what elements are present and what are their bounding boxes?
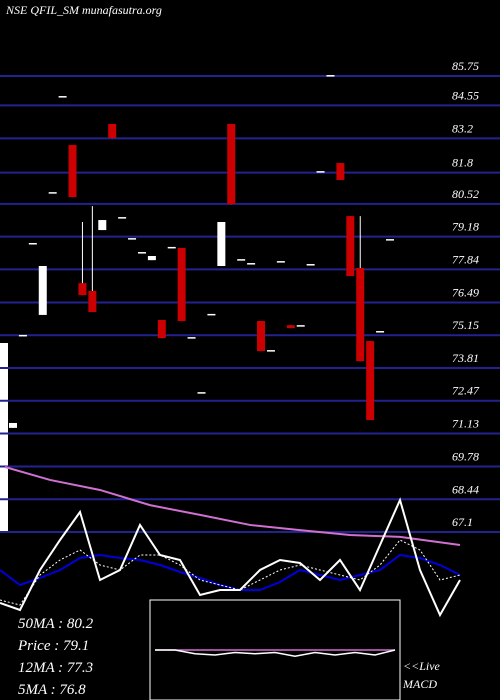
- candle-body: [28, 243, 37, 245]
- candle-body: [147, 255, 156, 261]
- candle-body: [356, 267, 365, 362]
- candle-body: [118, 217, 127, 219]
- candle-body: [18, 334, 27, 337]
- candle-body: [167, 246, 176, 249]
- candle-body: [237, 259, 246, 261]
- macd-label: MACD: [402, 677, 437, 691]
- candle-body: [38, 266, 47, 315]
- candle-body: [247, 263, 256, 265]
- macd-label: <<Live: [403, 659, 441, 673]
- indicator-line: [0, 539, 461, 606]
- candle-body: [257, 321, 266, 352]
- y-tick-label: 81.8: [452, 156, 473, 170]
- stat: 12MA : 77.3: [18, 660, 93, 676]
- candle-body: [386, 239, 394, 241]
- y-tick-label: 83.2: [452, 121, 473, 135]
- y-tick-label: 76.49: [452, 285, 479, 299]
- candle-body: [128, 238, 137, 240]
- stat: 50MA : 80.2: [18, 616, 94, 632]
- y-tick-label: 75.15: [452, 318, 479, 332]
- macd-line: [155, 649, 396, 658]
- candle-body: [157, 320, 166, 339]
- candle-body: [207, 313, 216, 316]
- y-tick-label: 73.81: [452, 351, 479, 365]
- y-tick-label: 85.75: [452, 59, 479, 73]
- candle-body: [58, 96, 67, 98]
- volume-bar: [0, 343, 8, 533]
- candle-body: [197, 392, 206, 394]
- indicator-line: [0, 497, 461, 618]
- candle-body: [78, 283, 87, 296]
- candle-body: [266, 350, 275, 352]
- candle-body: [9, 422, 17, 428]
- candle-body: [48, 192, 57, 194]
- candle-body: [376, 331, 385, 333]
- candle-body: [326, 75, 335, 77]
- candle-body: [177, 247, 186, 322]
- y-tick-label: 72.47: [452, 384, 480, 398]
- candle-body: [336, 163, 345, 180]
- candle-body: [296, 325, 305, 327]
- chart-title: NSE QFIL_SM munafasutra.org: [5, 3, 162, 17]
- candle-body: [316, 171, 325, 173]
- indicator-line: [0, 553, 461, 591]
- candle-body: [346, 216, 355, 277]
- y-tick-label: 71.13: [452, 416, 479, 430]
- y-tick-label: 84.55: [452, 88, 479, 102]
- y-tick-label: 67.1: [452, 515, 473, 529]
- stat: 5MA : 76.8: [18, 682, 86, 698]
- y-tick-label: 68.44: [452, 482, 479, 496]
- ma-line: [4, 466, 461, 546]
- candle-body: [108, 123, 117, 139]
- stat: Price : 79.1: [17, 638, 89, 654]
- y-tick-label: 80.52: [452, 187, 479, 201]
- y-tick-label: 77.84: [452, 252, 479, 266]
- y-tick-label: 69.78: [452, 450, 479, 464]
- candle-body: [306, 264, 315, 266]
- candle-body: [68, 144, 77, 198]
- candle-body: [137, 252, 146, 254]
- macd-box: [149, 599, 401, 700]
- candle-body: [98, 220, 107, 231]
- candle-body: [227, 123, 236, 205]
- candle-body: [217, 222, 226, 267]
- candle-body: [286, 325, 295, 329]
- candle-body: [187, 337, 196, 339]
- y-tick-label: 79.18: [452, 220, 479, 234]
- candle-body: [88, 290, 97, 312]
- candle-body: [366, 341, 375, 421]
- candle-body: [276, 261, 285, 263]
